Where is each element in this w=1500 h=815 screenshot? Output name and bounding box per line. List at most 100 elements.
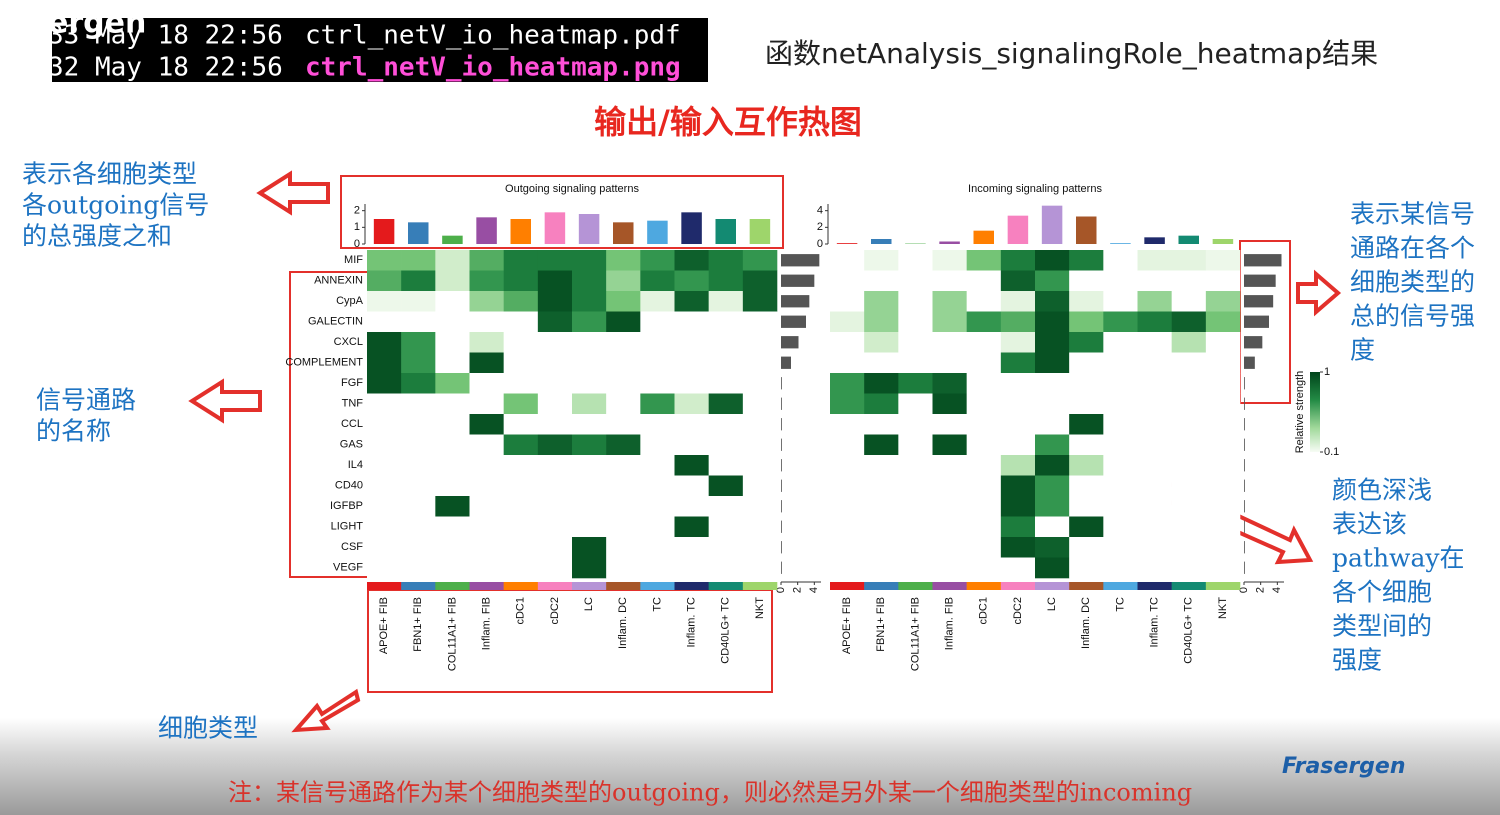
heat-cell xyxy=(742,516,778,538)
heat-cell xyxy=(708,270,744,292)
heat-cell xyxy=(898,311,933,333)
heat-cell xyxy=(435,250,470,271)
heat-cell xyxy=(1035,393,1070,415)
heat-cell xyxy=(966,557,1002,579)
heat-cell xyxy=(1171,414,1207,435)
heat-cell xyxy=(932,434,967,456)
heat-cell xyxy=(640,434,675,456)
top-tick-label: 2 xyxy=(817,221,823,233)
heat-cell xyxy=(572,557,607,579)
column-color xyxy=(898,582,933,590)
top-bar xyxy=(836,243,858,244)
heat-cell xyxy=(1000,393,1036,415)
row-label: GALECTIN xyxy=(308,316,363,328)
heat-cell xyxy=(830,332,865,353)
heat-cell xyxy=(1035,455,1070,476)
side-bar xyxy=(781,541,782,554)
heat-cell xyxy=(367,373,402,394)
heat-cell xyxy=(503,311,539,333)
column-label: LC xyxy=(1046,597,1058,611)
heat-cell xyxy=(640,373,675,394)
column-color xyxy=(435,582,470,590)
heat-cell xyxy=(1103,496,1138,517)
heat-cell xyxy=(932,414,967,435)
side-bar xyxy=(1244,356,1255,369)
side-bar xyxy=(1244,479,1245,492)
side-bar xyxy=(781,254,820,267)
heat-cell xyxy=(1205,414,1241,435)
top-bar xyxy=(476,217,497,244)
annotation: 各个细胞 xyxy=(1332,578,1432,607)
side-bar xyxy=(781,397,782,410)
heat-cell xyxy=(401,496,436,517)
heat-cell xyxy=(830,557,865,579)
column-label: CD40LG+ TC xyxy=(1183,597,1195,664)
heat-cell xyxy=(367,332,402,353)
heat-cell xyxy=(1069,455,1104,476)
side-bar xyxy=(781,377,782,390)
annotation: 细胞类型 xyxy=(158,714,258,743)
heat-cell xyxy=(830,270,865,292)
heat-cell xyxy=(932,475,967,497)
heat-cell xyxy=(1137,373,1172,394)
top-bar xyxy=(939,241,960,244)
heat-cell xyxy=(572,516,607,538)
heat-cell xyxy=(640,250,675,271)
side-bar xyxy=(1244,541,1245,554)
heat-cell xyxy=(1000,496,1036,517)
side-bar xyxy=(781,336,799,349)
terminal-prefix: 33 May 18 22:56 xyxy=(48,21,283,51)
heat-cell xyxy=(830,250,865,271)
heat-cell xyxy=(708,496,744,517)
heat-cell xyxy=(742,373,778,394)
heat-cell xyxy=(830,291,865,312)
heat-cell xyxy=(1035,557,1070,579)
heat-cell xyxy=(1035,270,1070,292)
heat-cell xyxy=(1171,332,1207,353)
heat-cell xyxy=(367,516,402,538)
heat-cell xyxy=(932,250,967,271)
side-bar xyxy=(781,520,782,533)
heat-cell xyxy=(1069,250,1104,271)
heat-cell xyxy=(674,537,709,558)
heat-cell xyxy=(503,516,539,538)
top-bar xyxy=(578,214,600,244)
row-label: GAS xyxy=(340,439,363,451)
column-label: COL11A1+ FIB xyxy=(909,597,921,671)
heat-cell xyxy=(606,537,641,558)
heat-cell xyxy=(674,332,709,353)
heat-cell xyxy=(898,291,933,312)
top-bar xyxy=(973,230,994,244)
heat-cell xyxy=(503,393,539,415)
heat-cell xyxy=(1035,516,1070,538)
heat-cell xyxy=(469,516,504,538)
heat-cell xyxy=(469,332,504,353)
heat-cell xyxy=(401,270,436,292)
heat-cell xyxy=(932,496,967,517)
top-bar xyxy=(373,219,395,244)
heat-cell xyxy=(367,270,402,292)
heat-cell xyxy=(503,250,539,271)
heat-cell xyxy=(606,332,641,353)
heat-cell xyxy=(674,373,709,394)
heat-cell xyxy=(1069,291,1104,312)
heat-cell xyxy=(966,332,1002,353)
heat-cell xyxy=(898,352,933,374)
heat-cell xyxy=(572,455,607,476)
row-label: ANNEXIN xyxy=(314,275,363,287)
column-label: cDC1 xyxy=(978,597,990,625)
heat-cell xyxy=(1035,537,1070,558)
heat-cell xyxy=(537,291,573,312)
annotation: 强度 xyxy=(1332,646,1382,675)
heat-cell xyxy=(469,270,504,292)
heat-cell xyxy=(640,393,675,415)
heat-cell xyxy=(932,332,967,353)
heat-cell xyxy=(1205,537,1241,558)
heat-cell xyxy=(469,414,504,435)
side-bar xyxy=(1244,397,1245,410)
heat-cell xyxy=(469,557,504,579)
heat-cell xyxy=(503,414,539,435)
heat-cell xyxy=(1069,373,1104,394)
heat-cell xyxy=(1069,496,1104,517)
heat-cell xyxy=(864,311,899,333)
